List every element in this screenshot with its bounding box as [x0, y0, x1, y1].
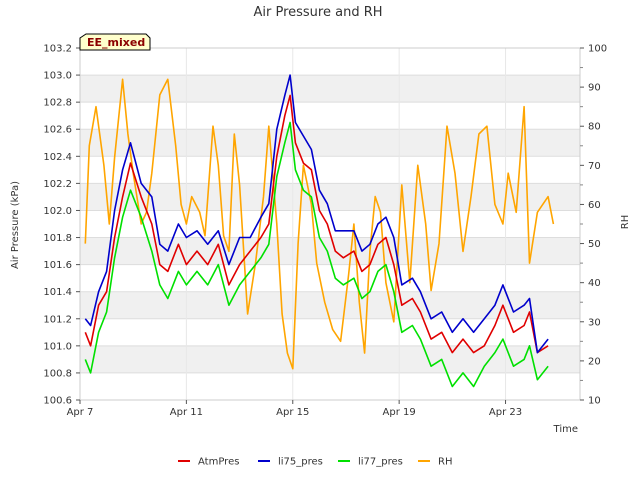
y-tick-label: 102.4 [43, 152, 72, 163]
y-tick-label: 102.8 [43, 98, 72, 109]
y2-tick-label: 70 [588, 161, 601, 172]
chart-title: Air Pressure and RH [253, 5, 382, 20]
grid-band [80, 183, 580, 211]
y-tick-label: 101.2 [43, 314, 72, 325]
series-lines [84, 74, 555, 388]
y2-tick-label: 100 [588, 44, 607, 55]
series-line-atmpres [84, 94, 549, 354]
y-tick-label: 102.6 [43, 125, 72, 136]
grid-band [80, 291, 580, 319]
y-axis-left: 100.6 100.8 101.0 101.2 101.4 101.6 101.8 102.0… [43, 44, 80, 407]
x-tick-label: Apr 11 [170, 407, 203, 418]
y2-tick-label: 30 [588, 317, 601, 328]
y-tick-label: 102.0 [43, 206, 72, 217]
legend-label: li77_pres [358, 457, 403, 468]
plot-background [80, 75, 580, 373]
series-line-li75-pres [84, 74, 549, 354]
legend-label: AtmPres [198, 457, 239, 468]
y-tick-label: 102.2 [43, 179, 72, 190]
x-axis: Apr 7 Apr 11 Apr 15 Apr 19 Apr 23 [67, 400, 522, 418]
badge-label: EE_mixed [87, 36, 145, 49]
y2-tick-label: 50 [588, 239, 601, 250]
series-line-li77-pres [84, 121, 549, 388]
y-tick-label: 100.8 [43, 368, 72, 379]
y-tick-label: 101.6 [43, 260, 72, 271]
y-tick-label: 103.0 [43, 71, 72, 82]
x-tick-label: Apr 15 [276, 407, 309, 418]
y-tick-label: 101.0 [43, 341, 72, 352]
y-axis-right: 10 20 30 40 50 60 70 80 90 100 [580, 44, 607, 407]
legend: AtmPres li75_pres li77_pres RH [178, 457, 452, 468]
grid-band [80, 75, 580, 103]
y-tick-label: 100.6 [43, 396, 72, 407]
series-line-rh [84, 78, 555, 370]
badge-shape [79, 33, 151, 51]
y-tick-label: 101.4 [43, 287, 72, 298]
grid-band [80, 345, 580, 373]
legend-label: li75_pres [278, 457, 323, 468]
y-tick-label: 101.8 [43, 233, 72, 244]
grid-band [80, 129, 580, 157]
legend-label: RH [438, 457, 452, 468]
x-tick-label: Apr 19 [383, 407, 416, 418]
x-tick-label: Apr 7 [67, 407, 94, 418]
dataset-badge: EE_mixed [79, 33, 151, 51]
y2-tick-label: 10 [588, 396, 601, 407]
y2-axis-title: RH [620, 215, 631, 229]
y2-tick-label: 20 [588, 356, 601, 367]
y-tick-label: 103.2 [43, 44, 72, 55]
y2-tick-label: 80 [588, 122, 601, 133]
y2-tick-label: 60 [588, 200, 601, 211]
x-tick-label: Apr 23 [489, 407, 522, 418]
y2-tick-label: 90 [588, 83, 601, 94]
y-axis-title: Air Pressure (kPa) [10, 181, 21, 269]
x-axis-title: Time [553, 424, 578, 435]
y2-tick-label: 40 [588, 278, 601, 289]
